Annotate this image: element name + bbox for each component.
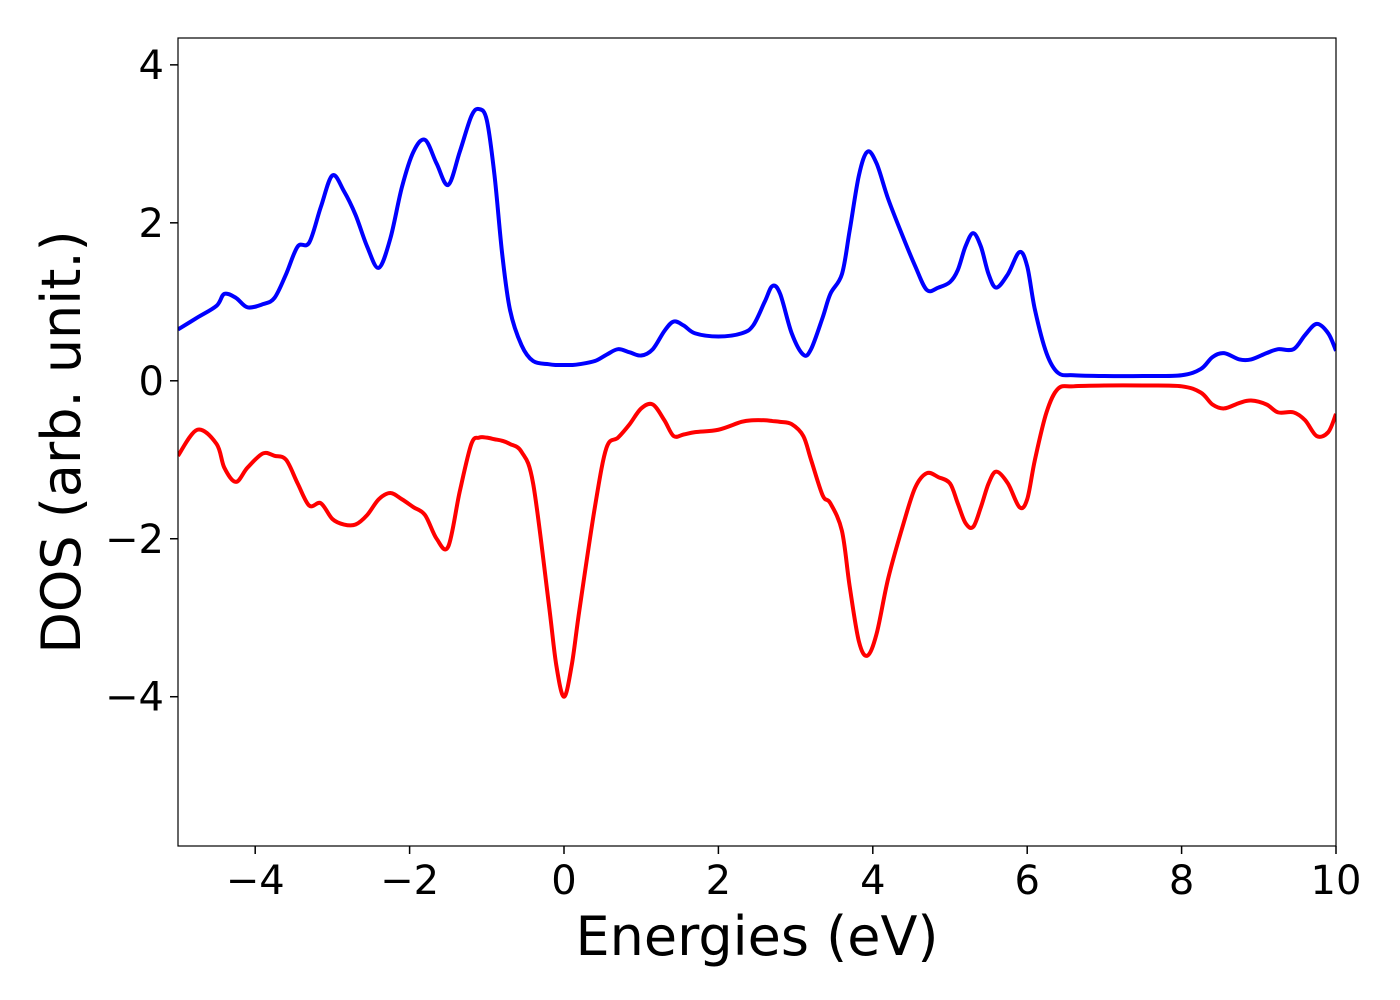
x-tick-label: −4 [226,858,285,904]
x-axis-label: Energies (eV) [576,905,939,968]
x-tick-label: 4 [860,858,885,904]
x-tick-label: 10 [1311,858,1362,904]
x-tick-label: 0 [551,858,576,904]
y-tick-label: 0 [139,359,164,405]
y-tick-label: −2 [105,517,164,563]
y-tick-label: −4 [105,675,164,721]
dos-line [178,106,1336,379]
y-tick-label: 4 [139,43,164,89]
plot-frame [177,37,1337,847]
x-tick-label: 2 [706,858,731,904]
x-tick-label: 8 [1169,858,1194,904]
y-tick-label: 2 [139,201,164,247]
x-tick-label: −2 [380,858,439,904]
x-tick-label: 6 [1014,858,1039,904]
dos-line [178,383,1336,699]
y-axis-label: DOS (arb. unit.) [30,230,93,653]
